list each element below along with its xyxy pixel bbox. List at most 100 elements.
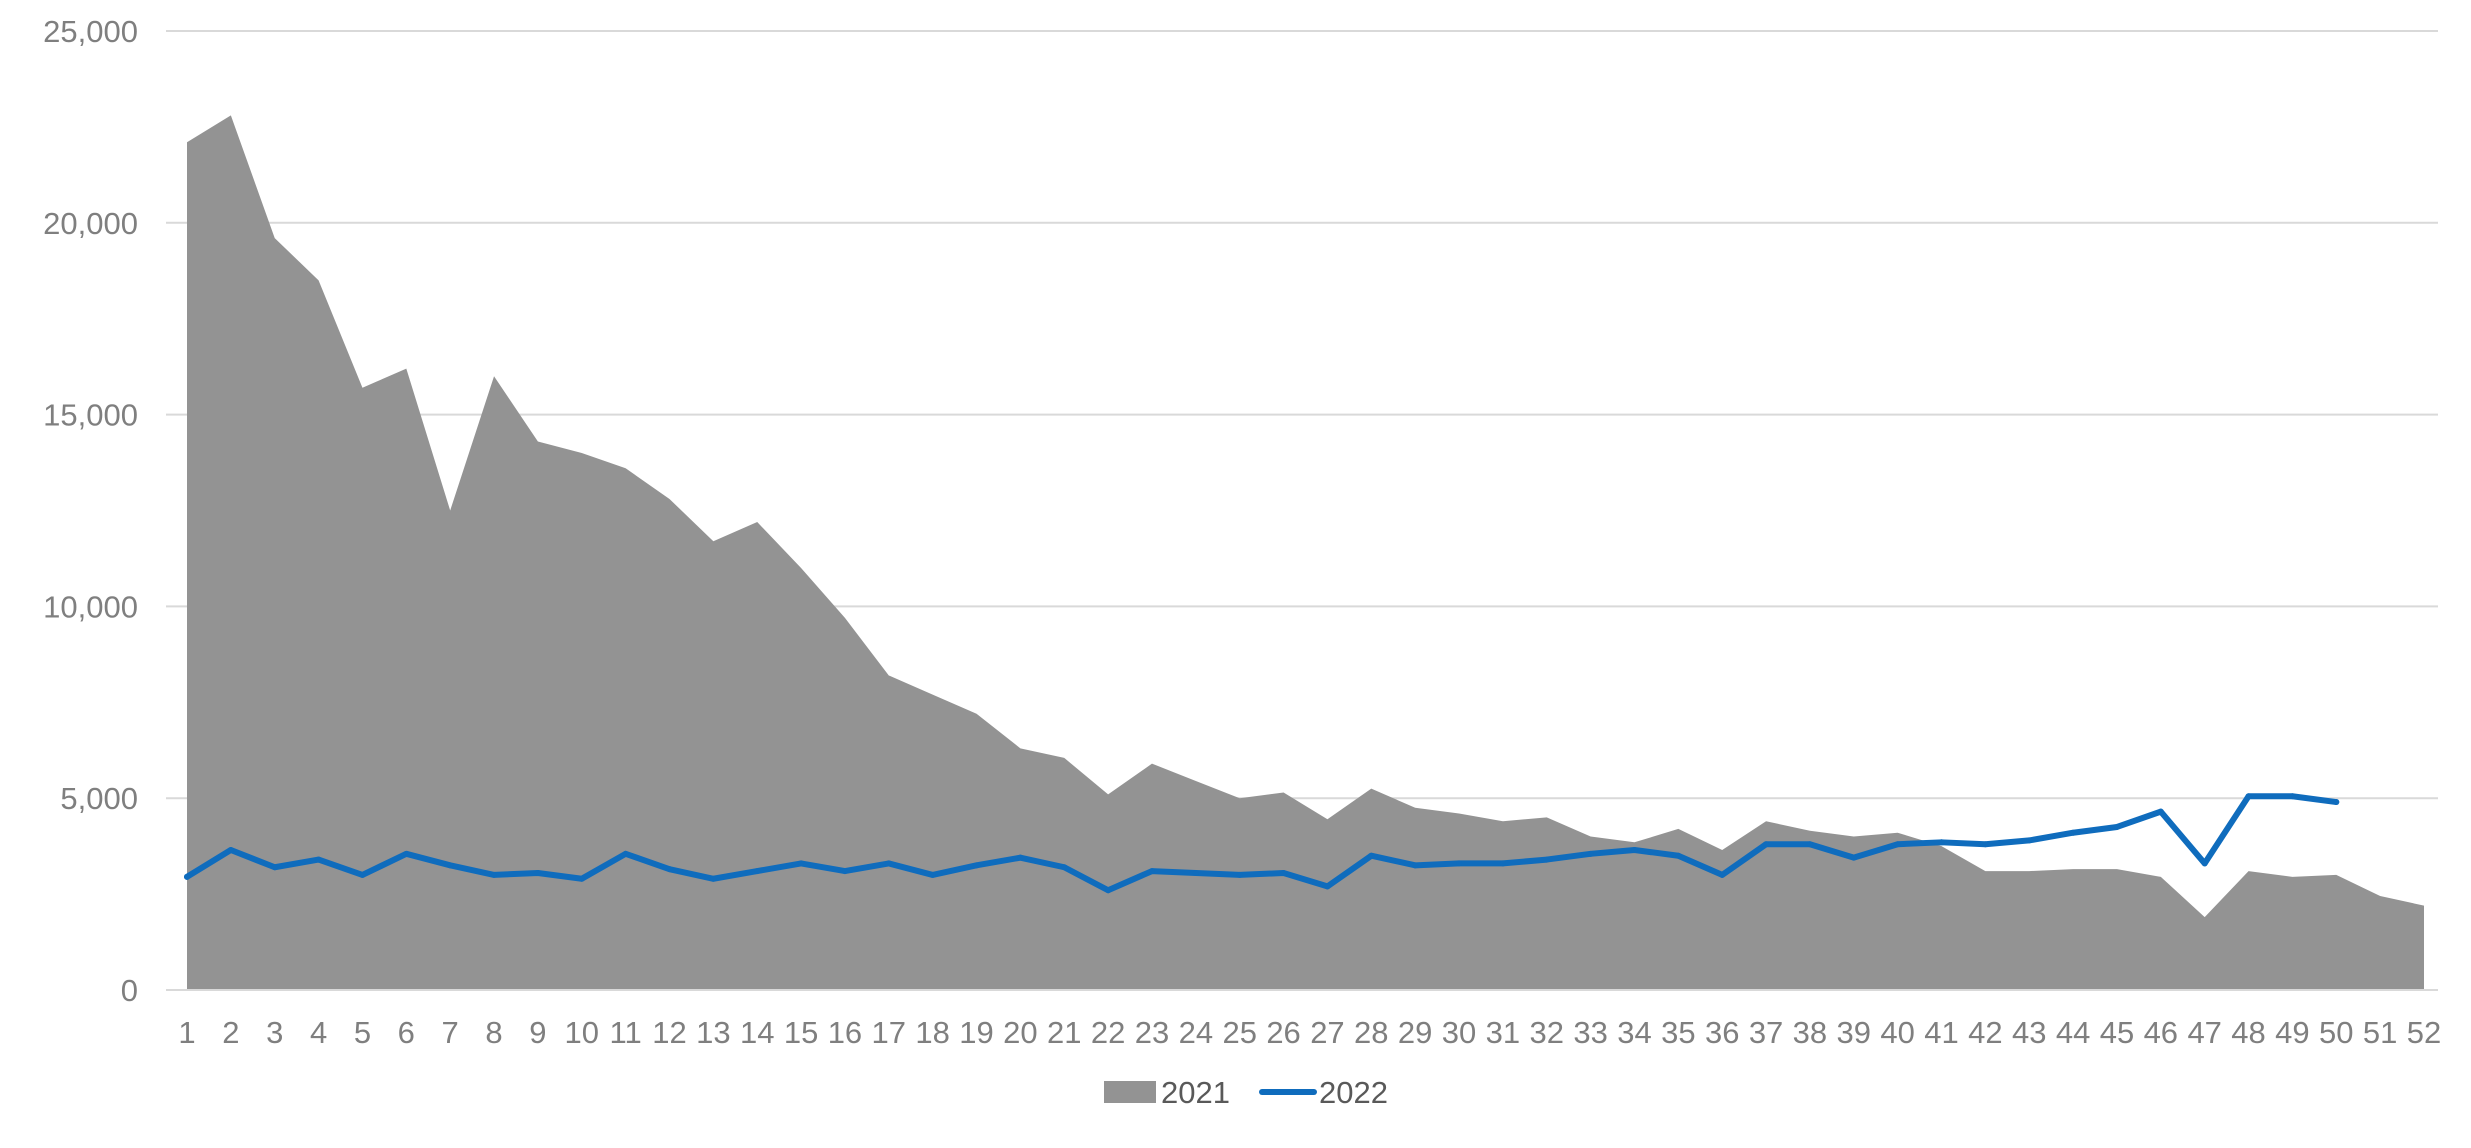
point-2022-week-23 [1148,868,1155,875]
point-2022-week-43 [2026,837,2033,844]
point-2022-week-4 [315,856,322,863]
x-tick-label-15: 15 [784,1015,818,1050]
line-series-2022 [184,793,2340,894]
point-2022-week-33 [1587,850,1594,857]
point-2022-week-11 [622,850,629,857]
x-tick-label-41: 41 [1924,1015,1958,1050]
point-2022-week-1 [184,873,190,880]
x-tick-label-19: 19 [959,1015,993,1050]
x-tick-label-4: 4 [310,1015,327,1050]
point-2022-week-22 [1105,887,1112,894]
point-2022-week-2 [227,846,234,853]
x-tick-label-32: 32 [1530,1015,1564,1050]
point-2022-week-3 [271,864,278,871]
x-tick-label-3: 3 [266,1015,283,1050]
x-tick-label-27: 27 [1310,1015,1344,1050]
x-tick-label-40: 40 [1880,1015,1914,1050]
x-tick-label-1: 1 [178,1015,195,1050]
point-2022-week-48 [2245,793,2252,800]
x-tick-label-5: 5 [354,1015,371,1050]
point-2022-week-7 [447,862,454,869]
point-2022-week-39 [1850,854,1857,861]
point-2022-week-20 [1017,854,1024,861]
y-tick-label-25000: 25,000 [43,14,138,49]
point-2022-week-5 [359,871,366,878]
x-tick-label-18: 18 [915,1015,949,1050]
y-tick-labels: 0 5,000 10,000 15,000 20,000 25,000 [43,14,138,1008]
x-tick-labels: 1 2 3 4 5 6 7 8 9 10 11 12 13 14 15 16 17 18 19 20 21 22 23 24 2… [178,1015,2441,1050]
x-tick-label-12: 12 [652,1015,686,1050]
y-tick-label-0: 0 [121,973,138,1008]
point-2022-week-32 [1543,856,1550,863]
x-tick-label-28: 28 [1354,1015,1388,1050]
x-tick-label-34: 34 [1617,1015,1651,1050]
x-tick-label-16: 16 [828,1015,862,1050]
point-2022-week-41 [1938,839,1945,846]
x-tick-label-21: 21 [1047,1015,1081,1050]
point-2022-week-45 [2113,823,2120,830]
point-2022-week-14 [754,868,761,875]
point-2022-week-42 [1982,841,1989,848]
x-tick-label-13: 13 [696,1015,730,1050]
x-tick-label-46: 46 [2144,1015,2178,1050]
x-tick-label-17: 17 [872,1015,906,1050]
x-tick-label-44: 44 [2056,1015,2090,1050]
point-2022-week-50 [2333,799,2340,806]
point-2022-week-6 [403,850,410,857]
point-2022-week-19 [973,862,980,869]
point-2022-week-30 [1456,860,1463,867]
point-2022-week-9 [534,870,541,876]
point-2022-week-16 [841,868,848,875]
point-2022-week-29 [1412,862,1419,869]
point-2022-week-28 [1368,852,1375,859]
x-tick-label-25: 25 [1222,1015,1256,1050]
x-tick-label-31: 31 [1486,1015,1520,1050]
point-2022-week-24 [1192,870,1199,876]
point-2022-week-36 [1719,871,1726,878]
point-2022-week-47 [2201,860,2208,867]
point-2022-week-18 [929,871,936,878]
point-2022-week-35 [1675,852,1682,859]
legend: 2021 2022 [1104,1075,1388,1110]
y-tick-label-10000: 10,000 [43,589,138,624]
x-tick-label-45: 45 [2100,1015,2134,1050]
point-2022-week-37 [1763,841,1770,848]
x-tick-label-22: 22 [1091,1015,1125,1050]
y-tick-label-20000: 20,000 [43,206,138,241]
point-2022-week-27 [1324,883,1331,890]
x-tick-label-36: 36 [1705,1015,1739,1050]
x-tick-label-43: 43 [2012,1015,2046,1050]
x-tick-label-49: 49 [2275,1015,2309,1050]
x-tick-label-8: 8 [485,1015,502,1050]
x-tick-label-9: 9 [529,1015,546,1050]
point-2022-week-12 [666,866,673,873]
point-2022-week-40 [1894,841,1901,848]
line-series-layer [184,793,2340,894]
x-tick-label-30: 30 [1442,1015,1476,1050]
point-2022-week-26 [1280,870,1287,876]
x-tick-label-38: 38 [1793,1015,1827,1050]
x-tick-label-52: 52 [2407,1015,2441,1050]
x-tick-label-35: 35 [1661,1015,1695,1050]
x-tick-label-33: 33 [1573,1015,1607,1050]
x-tick-label-42: 42 [1968,1015,2002,1050]
x-tick-label-50: 50 [2319,1015,2353,1050]
point-2022-week-46 [2157,808,2164,815]
point-2022-week-13 [710,875,717,882]
legend-label-2021: 2021 [1161,1075,1230,1110]
point-2022-week-31 [1499,860,1506,867]
x-tick-label-51: 51 [2363,1015,2397,1050]
point-2022-week-49 [2289,793,2296,800]
point-2022-week-25 [1236,871,1243,878]
x-tick-label-10: 10 [565,1015,599,1050]
x-tick-label-47: 47 [2187,1015,2221,1050]
x-tick-label-7: 7 [442,1015,459,1050]
legend-swatch-2021 [1104,1081,1156,1103]
x-tick-label-6: 6 [398,1015,415,1050]
point-2022-week-10 [578,875,585,882]
x-tick-label-2: 2 [222,1015,239,1050]
x-tick-label-23: 23 [1135,1015,1169,1050]
point-2022-week-44 [2070,829,2077,836]
x-tick-label-29: 29 [1398,1015,1432,1050]
